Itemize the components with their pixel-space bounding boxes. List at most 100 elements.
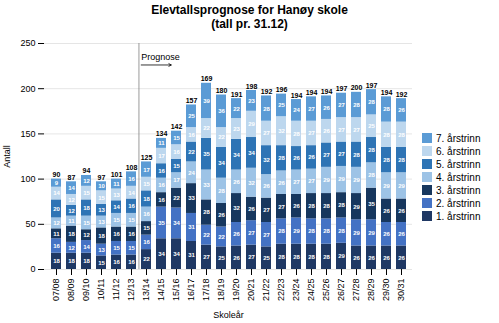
svg-text:28: 28 [308, 228, 315, 234]
svg-text:15: 15 [143, 225, 150, 231]
svg-text:09/10: 09/10 [81, 279, 91, 302]
svg-text:32: 32 [248, 180, 255, 186]
svg-text:28: 28 [383, 106, 390, 112]
svg-text:27: 27 [308, 178, 315, 184]
svg-text:28: 28 [278, 254, 285, 260]
svg-text:26: 26 [398, 107, 405, 113]
svg-text:16: 16 [128, 176, 135, 182]
svg-text:9: 9 [55, 180, 59, 186]
svg-text:180: 180 [216, 87, 228, 94]
svg-text:16: 16 [173, 149, 180, 155]
svg-text:10/11: 10/11 [96, 279, 106, 301]
svg-text:26: 26 [368, 255, 375, 261]
svg-text:26/27: 26/27 [336, 279, 346, 302]
svg-text:30/31: 30/31 [396, 279, 406, 302]
svg-text:17: 17 [158, 153, 165, 159]
svg-text:34: 34 [233, 152, 240, 158]
svg-text:27: 27 [203, 254, 210, 260]
svg-text:97: 97 [98, 174, 106, 181]
svg-text:29: 29 [353, 177, 360, 183]
svg-text:194: 194 [306, 89, 318, 96]
svg-text:192: 192 [396, 91, 408, 98]
svg-text:17: 17 [173, 177, 180, 183]
svg-text:29: 29 [383, 183, 390, 189]
svg-text:25: 25 [278, 102, 285, 108]
svg-text:28: 28 [323, 228, 330, 234]
svg-text:32: 32 [263, 157, 270, 163]
svg-text:15: 15 [113, 245, 120, 251]
svg-text:16: 16 [128, 259, 135, 265]
svg-text:26: 26 [398, 231, 405, 237]
svg-text:25: 25 [218, 255, 225, 261]
svg-text:13/14: 13/14 [141, 279, 151, 302]
svg-text:28: 28 [398, 132, 405, 138]
svg-text:27: 27 [248, 230, 255, 236]
svg-text:18: 18 [83, 205, 90, 211]
svg-text:15: 15 [98, 260, 105, 266]
svg-text:18: 18 [143, 196, 150, 202]
svg-text:27: 27 [338, 102, 345, 108]
svg-text:28: 28 [218, 188, 225, 194]
svg-text:15: 15 [173, 163, 180, 169]
svg-text:27: 27 [293, 179, 300, 185]
svg-text:28: 28 [323, 203, 330, 209]
svg-text:27: 27 [338, 151, 345, 157]
svg-text:194: 194 [291, 92, 303, 99]
svg-text:27: 27 [308, 106, 315, 112]
svg-text:13: 13 [98, 207, 105, 213]
svg-text:18: 18 [98, 233, 105, 239]
svg-text:16: 16 [113, 231, 120, 237]
svg-text:21/22: 21/22 [261, 279, 271, 302]
svg-text:26: 26 [308, 154, 315, 160]
svg-text:22: 22 [233, 106, 240, 112]
svg-text:18: 18 [68, 258, 75, 264]
svg-text:16: 16 [188, 132, 195, 138]
svg-text:14/15: 14/15 [156, 279, 166, 302]
svg-text:22: 22 [218, 234, 225, 240]
svg-text:35: 35 [368, 201, 375, 207]
svg-text:100: 100 [20, 174, 35, 184]
svg-text:16: 16 [143, 211, 150, 217]
svg-text:25: 25 [368, 123, 375, 129]
svg-text:31: 31 [188, 252, 195, 258]
svg-text:11: 11 [68, 218, 75, 224]
svg-text:18: 18 [53, 258, 60, 264]
svg-text:24: 24 [188, 170, 195, 176]
svg-text:200: 200 [20, 84, 35, 94]
svg-text:17: 17 [143, 167, 150, 173]
svg-text:18: 18 [83, 258, 90, 264]
svg-text:29: 29 [338, 253, 345, 259]
svg-text:28: 28 [368, 99, 375, 105]
svg-text:26: 26 [233, 255, 240, 261]
svg-text:29: 29 [353, 230, 360, 236]
svg-text:27/28: 27/28 [351, 279, 361, 302]
svg-text:150: 150 [20, 129, 35, 139]
svg-text:22: 22 [188, 149, 195, 155]
svg-text:16/17: 16/17 [186, 279, 196, 302]
svg-text:26: 26 [383, 208, 390, 214]
svg-text:34: 34 [173, 251, 180, 257]
svg-text:198: 198 [246, 83, 258, 90]
svg-text:15: 15 [98, 195, 105, 201]
svg-text:12/13: 12/13 [126, 279, 136, 302]
svg-text:27: 27 [338, 127, 345, 133]
svg-text:15: 15 [83, 220, 90, 226]
svg-text:142: 142 [171, 123, 183, 130]
svg-text:39: 39 [203, 98, 210, 104]
svg-text:28: 28 [383, 157, 390, 163]
svg-text:18: 18 [68, 231, 75, 237]
svg-text:11/12: 11/12 [111, 279, 121, 301]
svg-text:28: 28 [293, 131, 300, 137]
svg-text:Skoleår: Skoleår [213, 310, 244, 320]
svg-text:28: 28 [338, 228, 345, 234]
svg-text:16: 16 [158, 182, 165, 188]
svg-text:13: 13 [98, 247, 105, 253]
svg-text:200: 200 [351, 84, 363, 91]
svg-text:28: 28 [368, 172, 375, 178]
svg-text:27: 27 [308, 130, 315, 136]
svg-text:29: 29 [338, 176, 345, 182]
svg-text:27: 27 [263, 130, 270, 136]
svg-text:157: 157 [186, 97, 198, 104]
svg-text:29: 29 [323, 177, 330, 183]
svg-text:26: 26 [323, 128, 330, 134]
